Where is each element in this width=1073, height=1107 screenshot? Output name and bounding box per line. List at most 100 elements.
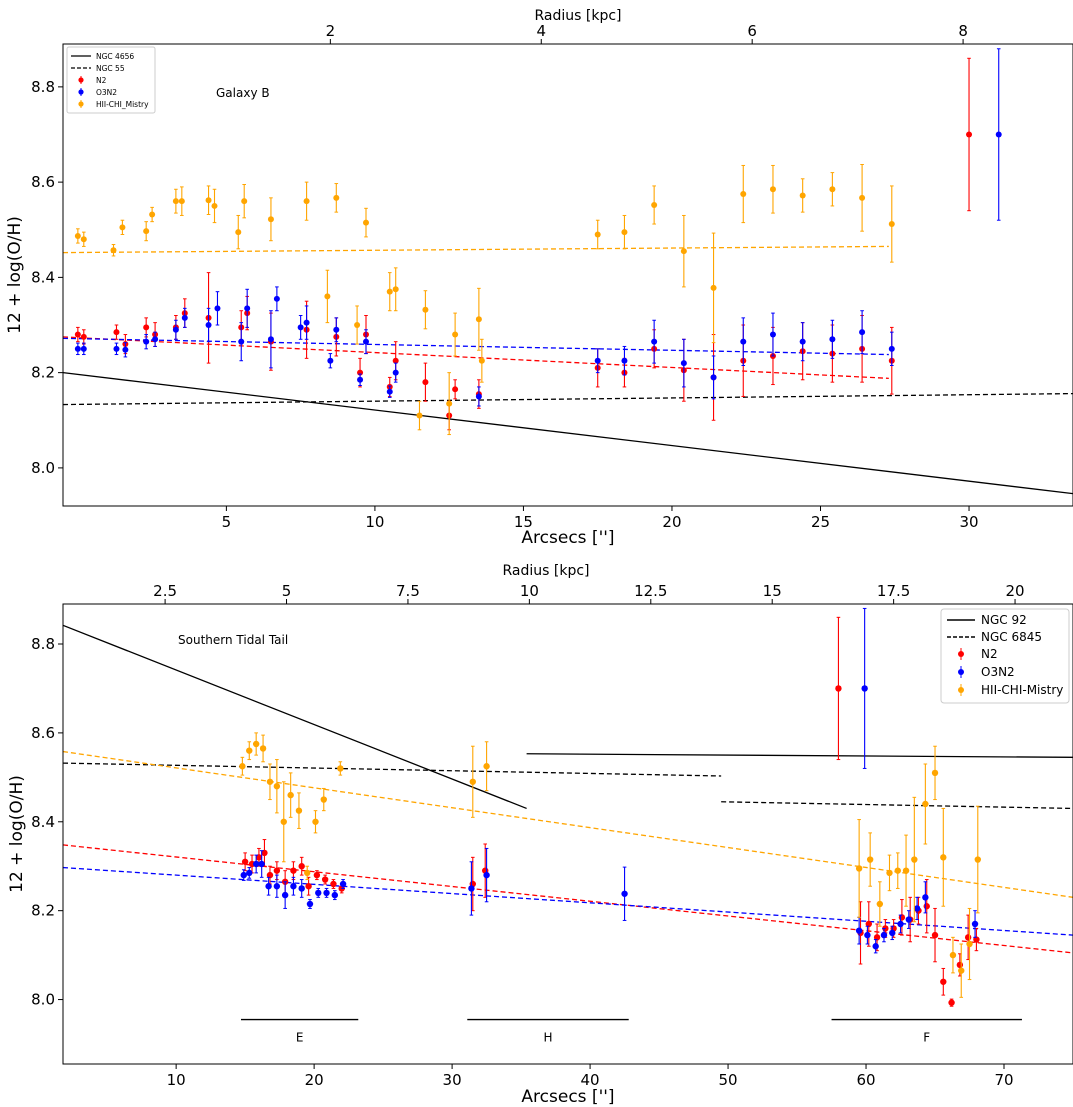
data-point <box>281 881 289 909</box>
n2-series <box>241 616 980 1007</box>
data-point <box>621 866 628 921</box>
data-point <box>740 164 747 224</box>
x-tick-label: 40 <box>581 1071 600 1089</box>
data-point <box>246 867 253 879</box>
data-point <box>855 819 863 918</box>
data-point <box>152 331 159 347</box>
top-tick-label: 2 <box>326 22 336 40</box>
data-point <box>172 319 179 340</box>
data-point <box>446 372 453 436</box>
y-tick-label: 8.0 <box>31 459 55 477</box>
data-point <box>897 914 904 934</box>
data-point <box>266 763 274 801</box>
data-point <box>880 927 888 943</box>
data-point <box>337 761 344 776</box>
legend-label-ngc92: NGC 92 <box>981 613 1027 627</box>
data-point <box>330 879 337 889</box>
top-tick-label: 5 <box>282 582 292 600</box>
legend-marker-hii-chi-mistry <box>958 684 964 696</box>
ngc-4656-line <box>63 371 1073 495</box>
y-tick-label: 8.4 <box>31 268 55 286</box>
data-point <box>876 881 884 927</box>
plot-frame <box>62 603 1073 1065</box>
data-point <box>931 907 939 963</box>
fit-line <box>63 245 889 254</box>
data-point <box>323 887 330 898</box>
data-point <box>267 197 274 242</box>
data-point <box>74 326 81 343</box>
x-axis-title: Arcsecs [''] <box>521 528 614 548</box>
data-point <box>297 314 304 340</box>
legend-label-o3n2: O3N2 <box>981 665 1015 679</box>
data-point <box>386 272 393 312</box>
data-point <box>966 57 973 212</box>
data-point <box>110 244 117 257</box>
o3n2-series <box>240 607 979 954</box>
data-point <box>922 763 929 845</box>
top-tick-label: 6 <box>747 22 757 40</box>
data-point <box>931 745 939 801</box>
data-point <box>235 214 242 250</box>
data-point <box>241 184 248 219</box>
data-point <box>149 206 156 223</box>
data-point <box>905 910 913 929</box>
top-tick-label: 10 <box>520 582 539 600</box>
data-point <box>354 305 361 345</box>
data-point <box>80 231 87 247</box>
data-point <box>861 607 868 769</box>
data-point <box>172 188 179 214</box>
region-e-label: E <box>296 1031 304 1045</box>
data-point <box>958 943 965 998</box>
data-point <box>594 348 601 374</box>
hii-chi-mistry-series <box>74 164 895 436</box>
data-point <box>287 772 294 818</box>
legend: NGC 4656 NGC 55 N2 O3N2 HII-CHI_Mistry <box>66 46 156 114</box>
data-point <box>305 876 312 896</box>
data-point <box>475 386 482 407</box>
data-point <box>214 291 221 326</box>
y-tick-label: 8.8 <box>31 78 55 96</box>
data-point <box>422 290 429 330</box>
top-tick-label: 20 <box>1006 582 1025 600</box>
y-tick-label: 8.8 <box>31 635 55 653</box>
panel-annotation: Galaxy B <box>216 86 270 100</box>
data-point <box>265 876 272 896</box>
data-point <box>902 834 910 907</box>
data-point <box>240 869 247 881</box>
data-point <box>740 317 747 366</box>
y-tick-label: 8.6 <box>31 173 55 191</box>
data-point <box>799 178 806 213</box>
data-point <box>940 967 947 996</box>
legend-label-hii-chi-mistry: HII-CHI-Mistry <box>981 683 1063 697</box>
data-point <box>320 787 327 812</box>
legend-marker-hii-chi-mistry <box>78 100 84 108</box>
x-tick-label: 70 <box>994 1071 1013 1089</box>
data-point <box>333 317 340 343</box>
data-point <box>315 887 322 898</box>
data-point <box>273 759 281 814</box>
data-point <box>416 400 423 431</box>
y-axis-title: 12 + log(O/H) <box>7 775 27 893</box>
legend-label-o3n2: O3N2 <box>96 88 117 97</box>
x-tick-label: 15 <box>514 513 533 531</box>
data-point <box>483 847 490 903</box>
data-point <box>266 865 274 885</box>
data-point <box>339 879 347 889</box>
top-axis-title: Radius [kpc] <box>502 563 589 579</box>
data-point <box>122 342 129 358</box>
data-point <box>769 312 776 357</box>
plot-area <box>63 607 1073 1007</box>
data-point <box>113 342 120 356</box>
data-point <box>143 334 150 350</box>
top-tick-label: 4 <box>536 22 546 40</box>
data-point <box>241 852 249 872</box>
x-tick-label: 30 <box>443 1071 462 1089</box>
data-point <box>940 807 947 907</box>
x-tick-label: 10 <box>167 1071 186 1089</box>
plot-frame <box>62 43 1073 507</box>
data-point <box>478 338 485 383</box>
data-point <box>594 219 601 250</box>
data-point <box>143 221 150 242</box>
data-point <box>312 810 319 834</box>
data-point <box>331 890 339 901</box>
